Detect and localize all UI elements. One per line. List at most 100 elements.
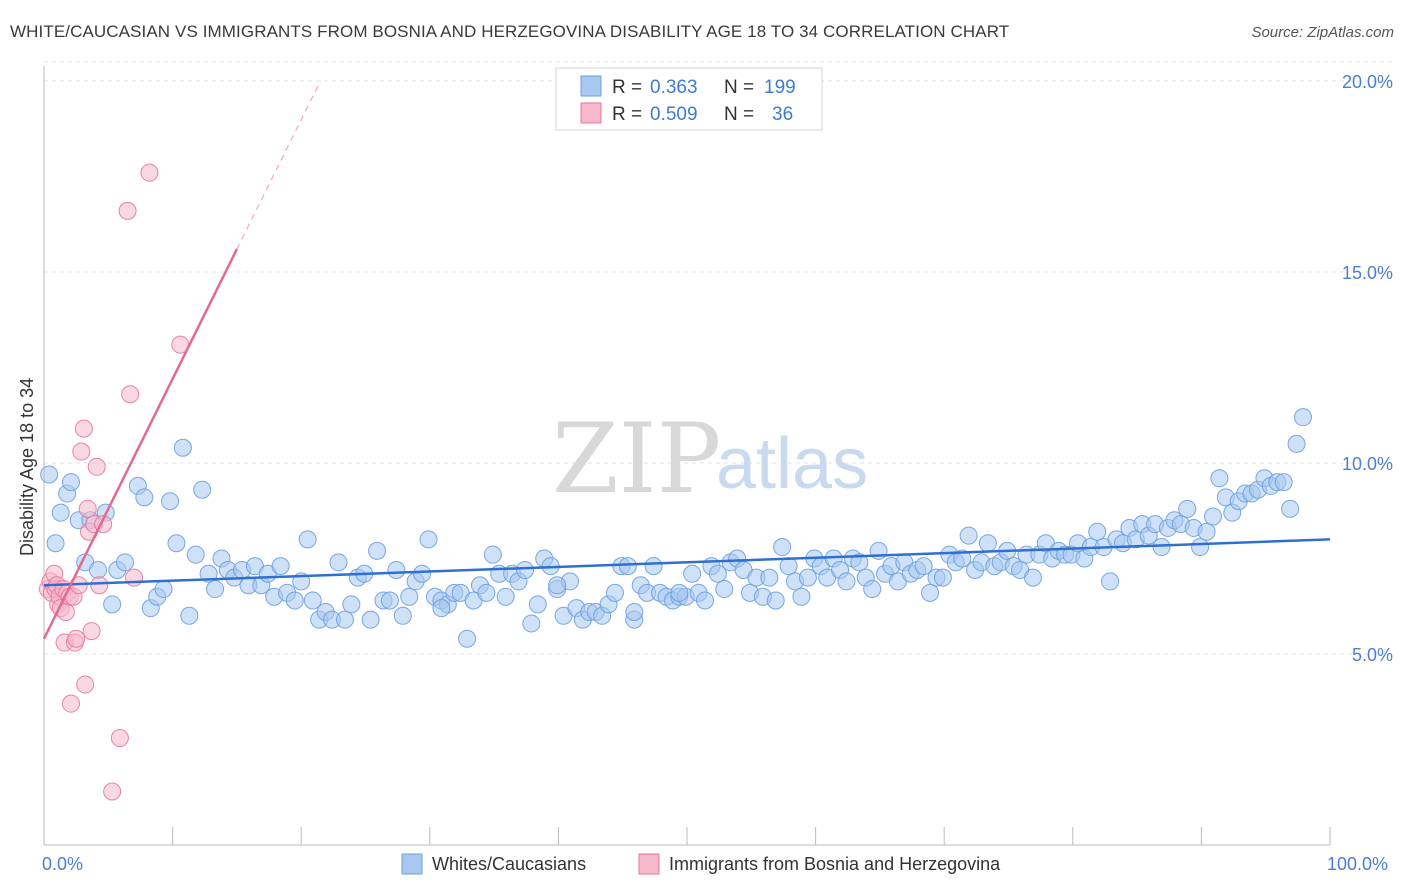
trend-lines xyxy=(42,80,1331,640)
point-whites-164 xyxy=(1101,572,1120,591)
point-whites-54 xyxy=(393,606,412,625)
y-tick-label-20: 20.0% xyxy=(1342,72,1393,92)
point-whites-75 xyxy=(528,595,547,614)
point-whites-68 xyxy=(483,545,502,564)
point-whites-19 xyxy=(167,534,186,553)
legend-n-value-whites: 199 xyxy=(764,77,796,98)
point-whites-74 xyxy=(522,614,541,633)
source-label: Source: ZipAtlas.com xyxy=(1251,24,1394,41)
point-whites-138 xyxy=(933,568,952,587)
legend-r-value-bosnia: 0.509 xyxy=(650,104,698,125)
point-whites-194 xyxy=(1293,408,1312,427)
point-whites-25 xyxy=(206,580,225,599)
y-tick-label-15: 15.0% xyxy=(1342,263,1393,283)
point-whites-152 xyxy=(1023,568,1042,587)
point-whites-114 xyxy=(779,557,798,576)
point-whites-93 xyxy=(644,557,663,576)
point-whites-142 xyxy=(959,526,978,545)
trend-line-bosnia xyxy=(42,248,239,640)
point-whites-57 xyxy=(413,564,432,583)
point-whites-58 xyxy=(419,530,438,549)
bottom-legend-swatch-bosnia xyxy=(638,853,660,875)
bottom-legend-swatch-whites xyxy=(401,853,423,875)
point-whites-23 xyxy=(193,480,212,499)
point-bosnia-34 xyxy=(140,163,159,182)
point-whites-2 xyxy=(51,503,70,522)
legend-swatch-bosnia xyxy=(580,102,602,124)
point-whites-127 xyxy=(863,580,882,599)
point-whites-22 xyxy=(186,545,205,564)
point-bosnia-27 xyxy=(90,576,109,595)
bottom-legend-label-bosnia: Immigrants from Bosnia and Herzegovina xyxy=(669,854,1001,874)
point-whites-50 xyxy=(368,541,387,560)
point-whites-192 xyxy=(1281,499,1300,518)
point-whites-104 xyxy=(715,580,734,599)
point-bosnia-32 xyxy=(121,385,140,404)
point-whites-87 xyxy=(605,583,624,602)
series-whites xyxy=(40,408,1312,648)
point-whites-145 xyxy=(978,534,997,553)
legend-r-label-bosnia: R = xyxy=(612,104,642,125)
point-whites-52 xyxy=(380,591,399,610)
watermark-atlas: atlas xyxy=(716,424,868,504)
legend-r-label-whites: R = xyxy=(612,77,642,98)
point-whites-49 xyxy=(361,610,380,629)
point-whites-44 xyxy=(329,553,348,572)
point-whites-123 xyxy=(837,572,856,591)
point-bosnia-14 xyxy=(62,694,81,713)
point-whites-141 xyxy=(953,549,972,568)
bottom-legend-label-whites: Whites/Caucasians xyxy=(432,854,586,874)
point-whites-20 xyxy=(173,438,192,457)
point-bosnia-19 xyxy=(72,442,91,461)
point-whites-37 xyxy=(285,591,304,610)
grid-lines xyxy=(44,61,1392,655)
y-tick-label-10: 10.0% xyxy=(1342,454,1393,474)
point-bosnia-33 xyxy=(125,568,144,587)
point-whites-172 xyxy=(1152,538,1171,557)
point-whites-136 xyxy=(921,583,940,602)
x-axis-ticks xyxy=(43,827,1331,845)
point-bosnia-24 xyxy=(82,622,101,641)
point-whites-179 xyxy=(1197,522,1216,541)
point-whites-117 xyxy=(798,568,817,587)
point-whites-46 xyxy=(342,595,361,614)
point-whites-12 xyxy=(116,553,135,572)
point-whites-191 xyxy=(1274,473,1293,492)
point-whites-35 xyxy=(271,557,290,576)
series-bosnia xyxy=(38,163,190,801)
point-whites-0 xyxy=(40,465,59,484)
point-whites-197 xyxy=(548,576,567,595)
point-whites-55 xyxy=(400,587,419,606)
point-whites-89 xyxy=(618,557,637,576)
point-whites-10 xyxy=(103,595,122,614)
y-tick-label-5: 5.0% xyxy=(1352,645,1393,665)
point-whites-113 xyxy=(773,538,792,557)
legend-swatch-whites xyxy=(580,75,602,97)
point-whites-195 xyxy=(625,602,644,621)
x-tick-label-max: 100.0% xyxy=(1327,854,1388,874)
point-bosnia-29 xyxy=(103,782,122,801)
point-whites-112 xyxy=(766,591,785,610)
chart-title: WHITE/CAUCASIAN VS IMMIGRANTS FROM BOSNI… xyxy=(10,22,1010,41)
point-whites-67 xyxy=(477,583,496,602)
point-whites-14 xyxy=(135,488,154,507)
point-whites-39 xyxy=(298,530,317,549)
trend-line-bosnia-extension xyxy=(236,80,322,250)
point-whites-17 xyxy=(154,580,173,599)
point-whites-111 xyxy=(760,568,779,587)
point-whites-21 xyxy=(180,606,199,625)
point-whites-73 xyxy=(515,560,534,579)
point-bosnia-30 xyxy=(110,729,129,748)
point-whites-18 xyxy=(161,492,180,511)
trend-line-whites xyxy=(43,538,1331,587)
y-axis-label: Disability Age 18 to 34 xyxy=(17,378,37,556)
watermark: ZIP atlas xyxy=(552,403,868,515)
point-whites-125 xyxy=(850,553,869,572)
legend-r-value-whites: 0.363 xyxy=(650,77,698,98)
point-whites-8 xyxy=(89,560,108,579)
point-bosnia-17 xyxy=(67,629,86,648)
point-whites-116 xyxy=(792,587,811,606)
x-tick-label-min: 0.0% xyxy=(42,854,83,874)
point-whites-53 xyxy=(387,560,406,579)
